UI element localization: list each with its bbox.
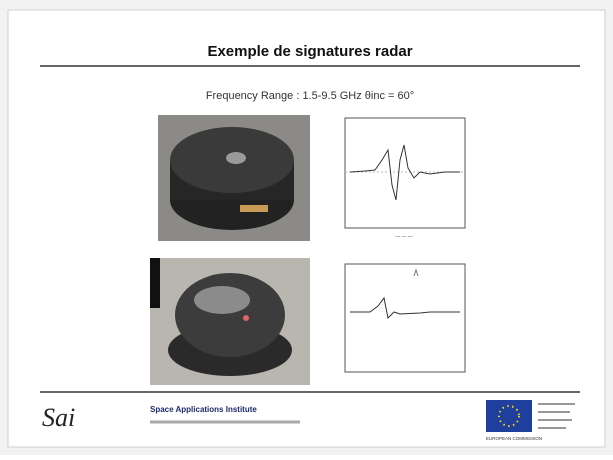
- photo: [158, 115, 310, 241]
- photo: [150, 258, 310, 385]
- signature-plot: [344, 263, 466, 373]
- signature-plot: — — —: [344, 117, 466, 239]
- institute-name: Space Applications Institute: [150, 405, 257, 414]
- eu-label: EUROPEAN COMMISSION: [486, 436, 542, 441]
- slide-title: Exemple de signatures radar: [207, 43, 412, 60]
- slide-subtitle: Frequency Range : 1.5-9.5 GHz θinc = 60°: [206, 90, 414, 102]
- axis-label: — — —: [395, 233, 413, 239]
- logo: Sai: [42, 403, 75, 432]
- eu-logo: [486, 400, 575, 432]
